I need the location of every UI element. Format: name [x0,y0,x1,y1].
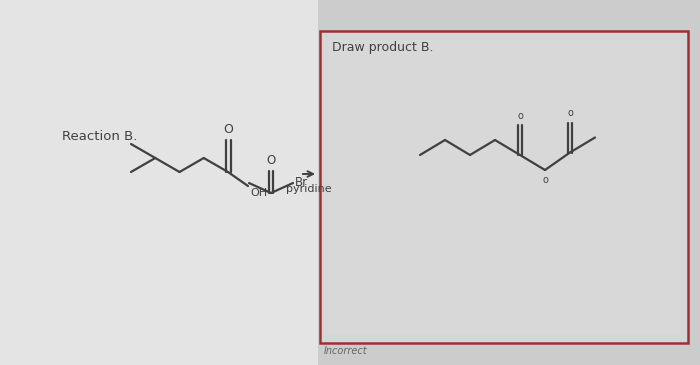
Text: Reaction B.: Reaction B. [62,131,137,143]
Text: o: o [542,175,548,185]
Text: O: O [267,154,276,167]
Bar [0,0,318,365]
Bar [320,31,688,343]
Text: Br: Br [295,177,308,189]
Text: pyridine: pyridine [286,184,332,194]
Text: OH: OH [250,188,267,198]
Text: O: O [223,123,233,136]
Bar [318,0,700,365]
Text: Draw product B.: Draw product B. [332,41,433,54]
Text: Incorrect: Incorrect [324,346,368,356]
Text: o: o [517,111,523,121]
Bar [328,39,680,335]
Text: o: o [567,108,573,119]
